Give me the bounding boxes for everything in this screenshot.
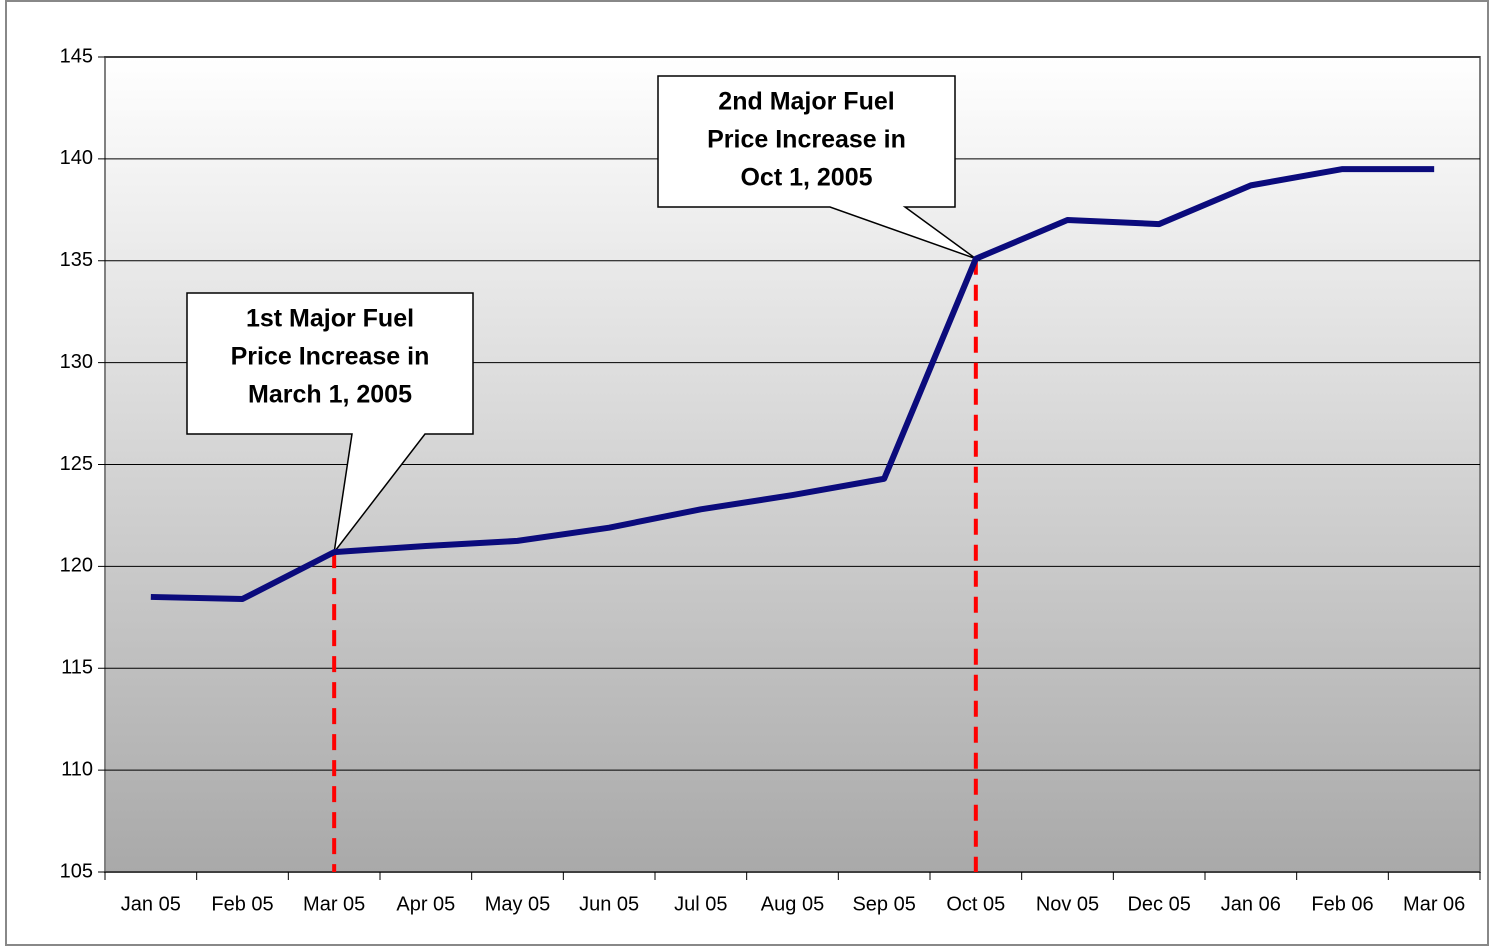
annotation-text: March 1, 2005 — [248, 381, 412, 409]
series-line — [150, 166, 1435, 602]
x-tick-label: May 05 — [485, 893, 551, 915]
x-tick-label: Jan 06 — [1221, 893, 1281, 915]
x-tick-label: Feb 06 — [1311, 893, 1373, 915]
annotation-text: 2nd Major Fuel — [718, 88, 894, 116]
x-tick-label: Aug 05 — [761, 893, 824, 915]
annotation-text: 1st Major Fuel — [246, 305, 414, 333]
x-tick-label: Dec 05 — [1127, 893, 1190, 915]
callout — [186, 292, 474, 555]
x-tick-label: Jan 05 — [121, 893, 181, 915]
x-tick-label: Nov 05 — [1036, 893, 1099, 915]
x-tick-label: Feb 05 — [211, 893, 273, 915]
y-tick-label: 145 — [60, 45, 93, 67]
y-tick-label: 135 — [60, 249, 93, 271]
callout — [657, 75, 977, 260]
x-tick-label: Jun 05 — [579, 893, 639, 915]
y-tick-label: 115 — [61, 657, 93, 679]
x-tick-label: Oct 05 — [946, 893, 1005, 915]
y-tick-label: 125 — [60, 453, 93, 475]
x-tick-label: Mar 05 — [303, 893, 365, 915]
y-tick-label: 130 — [60, 351, 93, 373]
y-tick-label: 140 — [60, 147, 93, 169]
y-tick-label: 105 — [60, 860, 93, 882]
annotation-text: Price Increase in — [231, 343, 430, 371]
x-tick-label: Sep 05 — [852, 893, 915, 915]
x-tick-label: Apr 05 — [396, 893, 455, 915]
x-tick-label: Mar 06 — [1403, 893, 1465, 915]
annotation-text: Oct 1, 2005 — [740, 164, 872, 192]
annotation-text: Price Increase in — [707, 126, 906, 154]
y-tick-label: 120 — [60, 555, 93, 577]
y-tick-label: 110 — [61, 758, 93, 780]
x-tick-label: Jul 05 — [674, 893, 727, 915]
